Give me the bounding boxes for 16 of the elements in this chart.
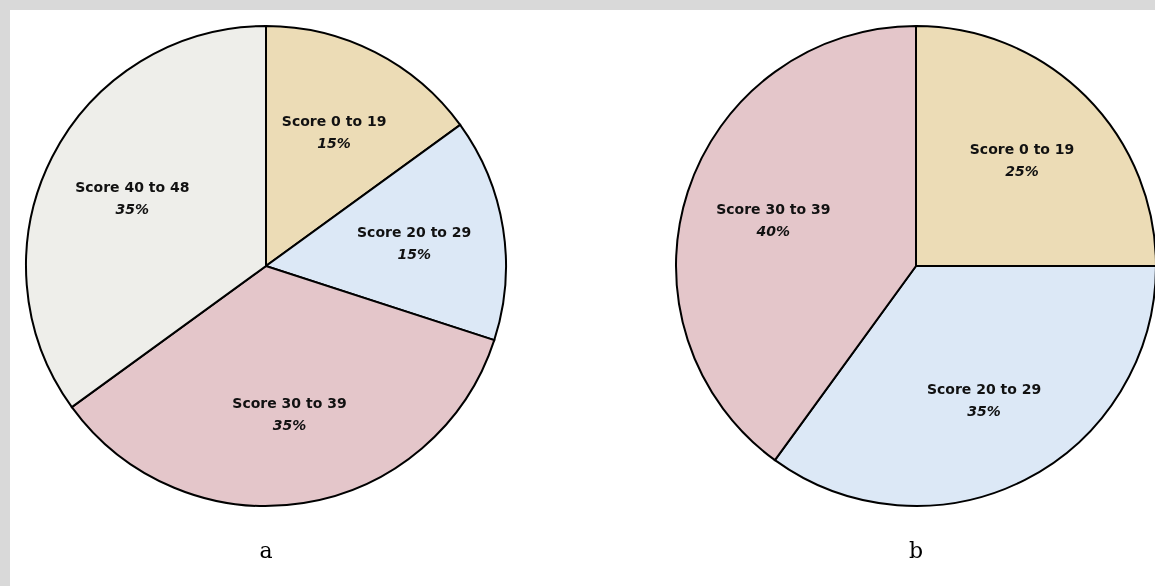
data-label: 40% [755, 222, 791, 239]
slice-label: Score 30 to 39 [716, 200, 831, 217]
slice-label: Score 30 to 39 [232, 395, 347, 412]
slice-label: Score 0 to 19 [281, 113, 387, 130]
data-label: 25% [1005, 162, 1039, 179]
slice-label: Score 0 to 19 [969, 140, 1075, 157]
data-label: 15% [397, 245, 431, 262]
data-label: 15% [317, 135, 351, 152]
text: b [908, 538, 924, 563]
data-label: 35% [115, 200, 150, 217]
slice-label: Score 40 to 48 [75, 178, 190, 195]
text: a [259, 538, 273, 563]
slice-label: Score 20 to 29 [357, 223, 472, 240]
data-label: 35% [272, 417, 307, 434]
data-label: 35% [967, 402, 1001, 419]
slice-label: Score 20 to 29 [926, 380, 1042, 397]
